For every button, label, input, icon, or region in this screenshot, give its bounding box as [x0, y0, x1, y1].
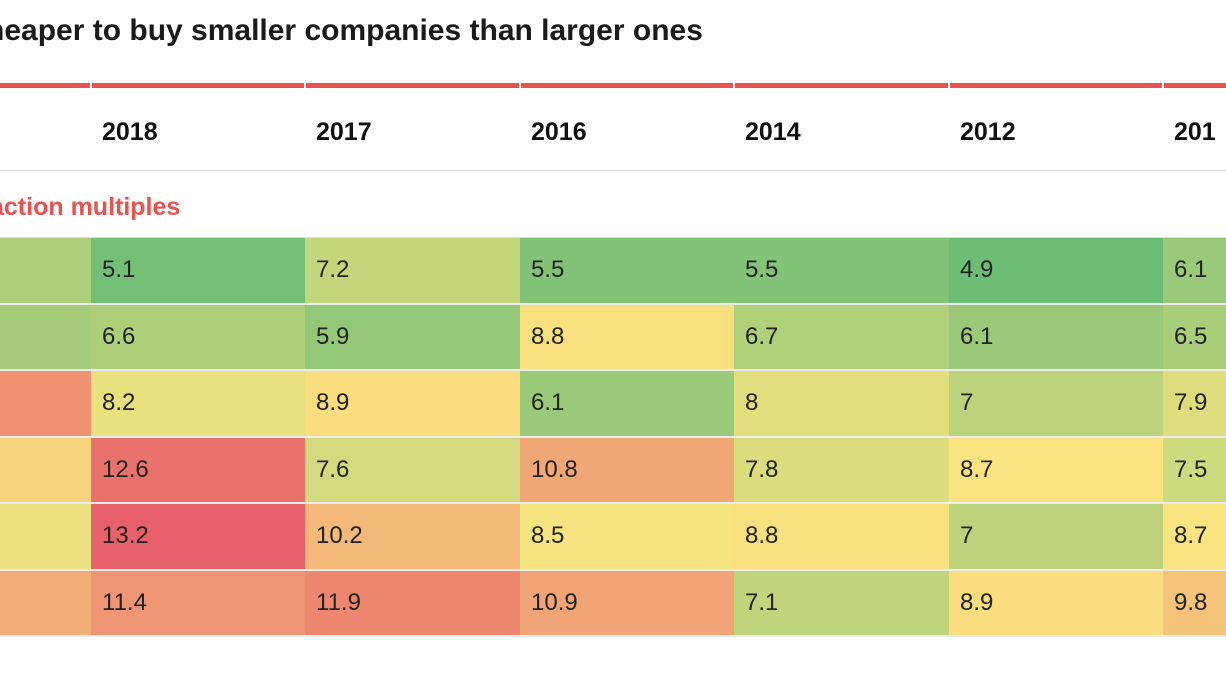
heatmap-cell	[0, 570, 91, 637]
rule-gap	[304, 83, 306, 88]
heatmap-cell: 10.8	[520, 437, 734, 504]
heatmap-cell: 7.9	[1163, 371, 1226, 438]
heatmap-cell: 5.5	[520, 238, 734, 305]
heatmap-cell	[0, 304, 91, 371]
heatmap-cell: 7.8	[734, 437, 949, 504]
heatmap-cell: 11.4	[91, 570, 305, 637]
heatmap-cell: 7.2	[305, 238, 520, 305]
rule-gap	[519, 83, 521, 88]
rule-gap	[733, 83, 735, 88]
heatmap-cell: 8.2	[91, 371, 305, 438]
header-accent-rule	[0, 83, 1226, 88]
heatmap-cell: 11.9	[305, 570, 520, 637]
heatmap-cell: 8.9	[305, 371, 520, 438]
heatmap-cell: 7	[949, 371, 1163, 438]
heatmap-cell: 8.8	[734, 504, 949, 571]
heatmap-cell: 6.5	[1163, 304, 1226, 371]
column-header-2018: 2018	[102, 118, 158, 146]
chart-title: heaper to buy smaller companies than lar…	[0, 14, 703, 47]
heatmap-cell: 7.5	[1163, 437, 1226, 504]
heatmap-cell: 8.5	[520, 504, 734, 571]
heatmap-cell: 6.7	[734, 304, 949, 371]
column-header-2014: 2014	[745, 118, 801, 146]
rule-gap	[948, 83, 950, 88]
header-divider	[0, 170, 1226, 171]
heatmap-cell: 5.5	[734, 238, 949, 305]
heatmap-cell: 8.8	[520, 304, 734, 371]
heatmap-cell: 8.7	[949, 437, 1163, 504]
column-header-201: 201	[1174, 118, 1216, 146]
heatmap-cell	[0, 437, 91, 504]
heatmap-cell: 4.9	[949, 238, 1163, 305]
column-header-2012: 2012	[960, 118, 1016, 146]
heatmap-cell: 6.1	[949, 304, 1163, 371]
heatmap-cell: 8.9	[949, 570, 1163, 637]
heatmap-cell: 6.1	[520, 371, 734, 438]
heatmap-cell: 5.9	[305, 304, 520, 371]
section-label: action multiples	[0, 193, 181, 221]
heatmap-cell	[0, 371, 91, 438]
heatmap-cell	[0, 504, 91, 571]
heatmap-cell: 5.1	[91, 238, 305, 305]
section-divider	[0, 237, 1226, 238]
heatmap-cell: 13.2	[91, 504, 305, 571]
rule-gap	[90, 83, 92, 88]
heatmap-cell: 10.2	[305, 504, 520, 571]
rule-gap	[1162, 83, 1164, 88]
heatmap-cell: 7.1	[734, 570, 949, 637]
heatmap-cell: 8	[734, 371, 949, 438]
heatmap-cell: 10.9	[520, 570, 734, 637]
heatmap-cell: 12.6	[91, 437, 305, 504]
heatmap-cell	[0, 238, 91, 305]
heatmap-cell: 6.6	[91, 304, 305, 371]
heatmap-cell: 9.8	[1163, 570, 1226, 637]
heatmap-cell: 7	[949, 504, 1163, 571]
column-header-2017: 2017	[316, 118, 372, 146]
heatmap-cell: 6.1	[1163, 238, 1226, 305]
heatmap-cell: 8.7	[1163, 504, 1226, 571]
heatmap-cell: 7.6	[305, 437, 520, 504]
column-header-2016: 2016	[531, 118, 587, 146]
